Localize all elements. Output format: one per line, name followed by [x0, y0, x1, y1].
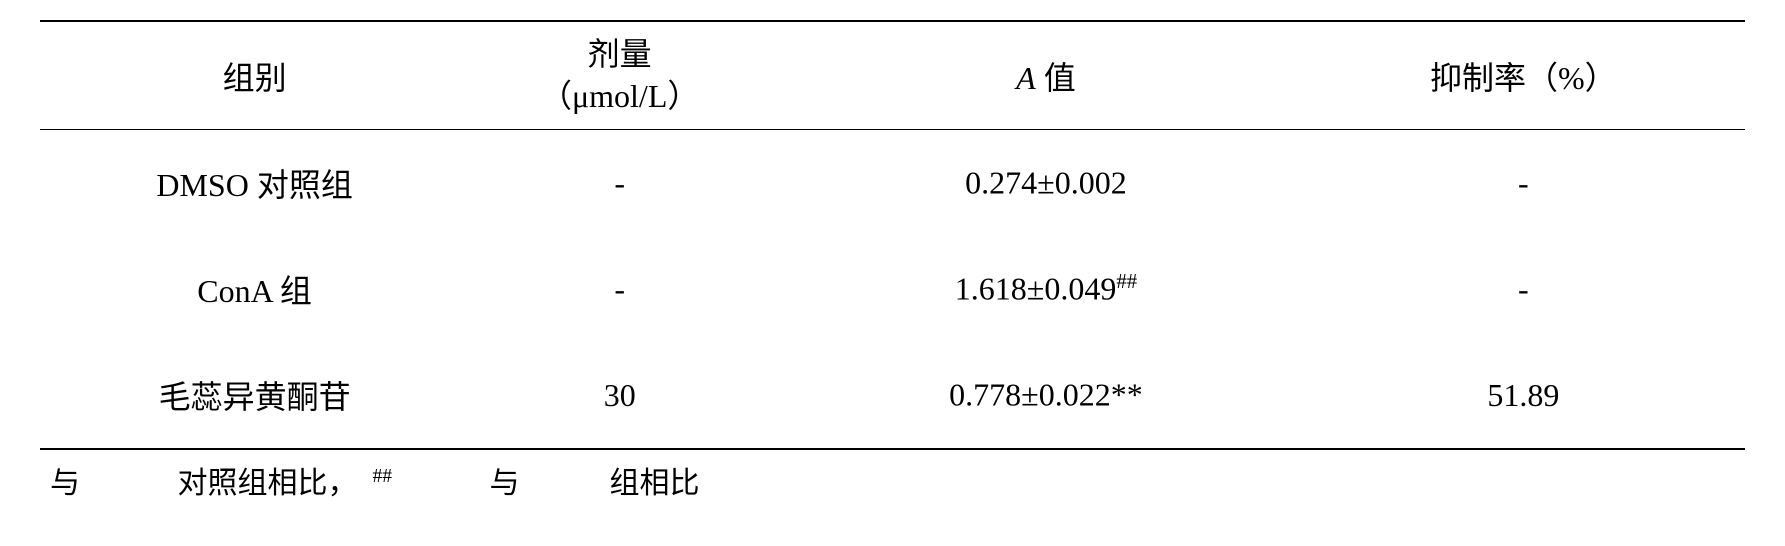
table-row: 毛蕊异黄酮苷 30 0.778±0.022** 51.89 — [40, 342, 1745, 449]
table-row: DMSO 对照组 - 0.274±0.002 - — [40, 130, 1745, 237]
avalue-main: 1.618±0.049 — [955, 271, 1117, 307]
col-header-rate: 抑制率（%） — [1302, 21, 1745, 130]
avalue-sup: ## — [1116, 270, 1137, 293]
cell-avalue: 0.274±0.002 — [790, 130, 1302, 237]
footnote-f1: 与 — [50, 467, 80, 500]
dose-label-line1: 剂量 — [588, 36, 652, 72]
cell-group: DMSO 对照组 — [40, 130, 449, 237]
table-row: ConA 组 - 1.618±0.049## - — [40, 236, 1745, 342]
cell-rate: - — [1302, 236, 1745, 342]
cell-dose: - — [449, 130, 790, 237]
table-footnote: 与 对照组相比， ## 与 组相比 — [40, 450, 1745, 502]
footnote-f3: ## — [373, 466, 393, 487]
avalue-main: 0.778±0.022** — [949, 377, 1143, 413]
table-header-row: 组别 剂量 （μmol/L） A 值 抑制率（%） — [40, 21, 1745, 130]
results-table: 组别 剂量 （μmol/L） A 值 抑制率（%） DMSO 对照组 - 0.2… — [40, 20, 1745, 450]
footnote-f5: 组相比 — [610, 467, 700, 500]
cell-rate: 51.89 — [1302, 342, 1745, 449]
col-header-dose: 剂量 （μmol/L） — [449, 21, 790, 130]
cell-group: 毛蕊异黄酮苷 — [40, 342, 449, 449]
avalue-main: 0.274±0.002 — [965, 165, 1127, 201]
avalue-italic-a: A — [1016, 60, 1036, 96]
cell-avalue: 1.618±0.049## — [790, 236, 1302, 342]
dose-label-line2: （μmol/L） — [540, 78, 699, 114]
col-header-group: 组别 — [40, 21, 449, 130]
col-header-avalue: A 值 — [790, 21, 1302, 130]
cell-group: ConA 组 — [40, 236, 449, 342]
avalue-rest: 值 — [1036, 60, 1076, 96]
footnote-f4: 与 — [490, 467, 520, 500]
cell-avalue: 0.778±0.022** — [790, 342, 1302, 449]
cell-dose: - — [449, 236, 790, 342]
cell-rate: - — [1302, 130, 1745, 237]
footnote-f2: 对照组相比， — [178, 467, 358, 500]
cell-dose: 30 — [449, 342, 790, 449]
